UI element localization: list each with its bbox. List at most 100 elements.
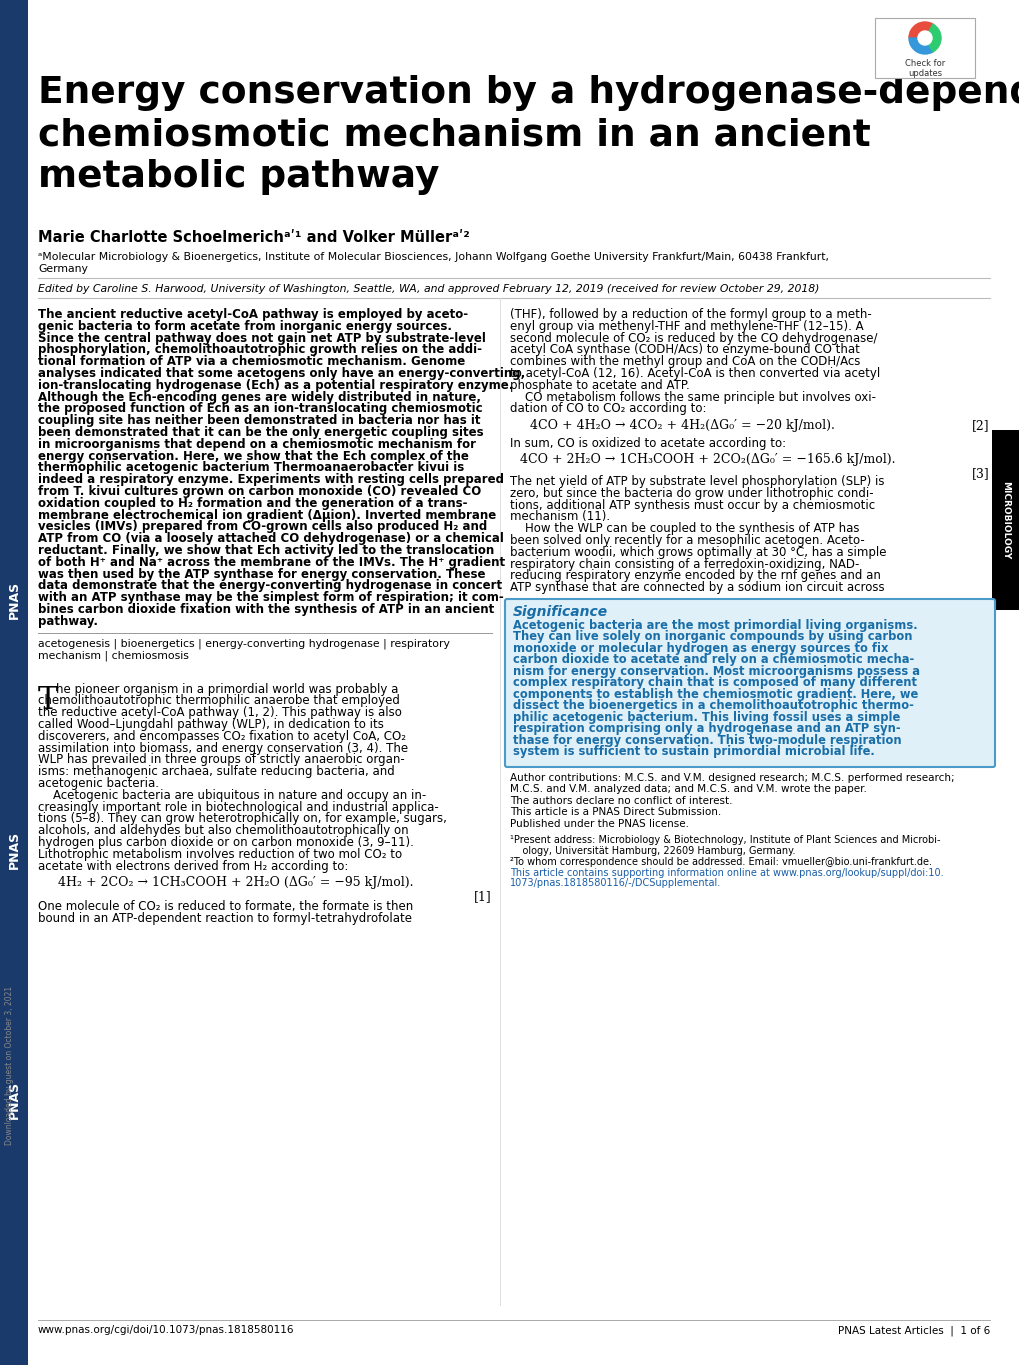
Text: thase for energy conservation. This two-module respiration: thase for energy conservation. This two-… xyxy=(513,734,901,747)
Text: vesicles (IMVs) prepared from CO-grown cells also produced H₂ and: vesicles (IMVs) prepared from CO-grown c… xyxy=(38,520,487,534)
Text: WLP has prevailed in three groups of strictly anaerobic organ-: WLP has prevailed in three groups of str… xyxy=(38,753,405,766)
Text: PNAS: PNAS xyxy=(7,581,20,620)
Text: In sum, CO is oxidized to acetate according to:: In sum, CO is oxidized to acetate accord… xyxy=(510,437,786,450)
Text: combines with the methyl group and CoA on the CODH/Acs: combines with the methyl group and CoA o… xyxy=(510,355,860,369)
Text: philic acetogenic bacterium. This living fossil uses a simple: philic acetogenic bacterium. This living… xyxy=(513,711,900,723)
Text: (THF), followed by a reduction of the formyl group to a meth-: (THF), followed by a reduction of the fo… xyxy=(510,308,871,321)
Text: tional formation of ATP via a chemiosmotic mechanism. Genome: tional formation of ATP via a chemiosmot… xyxy=(38,355,465,369)
Text: oxidation coupled to H₂ formation and the generation of a trans-: oxidation coupled to H₂ formation and th… xyxy=(38,497,467,509)
Text: zero, but since the bacteria do grow under lithotrophic condi-: zero, but since the bacteria do grow und… xyxy=(510,487,872,500)
Text: Significance: Significance xyxy=(513,605,607,618)
Text: dissect the bioenergetics in a chemolithoautotrophic thermo-: dissect the bioenergetics in a chemolith… xyxy=(513,699,913,713)
Text: 4CO + 2H₂O → 1CH₃COOH + 2CO₂(ΔG₀′ = −165.6 kJ/mol).: 4CO + 2H₂O → 1CH₃COOH + 2CO₂(ΔG₀′ = −165… xyxy=(520,453,895,465)
Text: acetogenesis | bioenergetics | energy-converting hydrogenase | respiratory: acetogenesis | bioenergetics | energy-co… xyxy=(38,639,449,650)
Text: bacterium woodii, which grows optimally at 30 °C, has a simple: bacterium woodii, which grows optimally … xyxy=(510,546,886,558)
Text: acetogenic bacteria.: acetogenic bacteria. xyxy=(38,777,159,790)
Text: isms: methanogenic archaea, sulfate reducing bacteria, and: isms: methanogenic archaea, sulfate redu… xyxy=(38,766,394,778)
Text: [1]: [1] xyxy=(474,890,491,904)
Text: Acetogenic bacteria are the most primordial living organisms.: Acetogenic bacteria are the most primord… xyxy=(513,618,917,632)
Wedge shape xyxy=(924,25,941,38)
Text: Energy conservation by a hydrogenase-dependent: Energy conservation by a hydrogenase-dep… xyxy=(38,75,1019,111)
Text: The ancient reductive acetyl-CoA pathway is employed by aceto-: The ancient reductive acetyl-CoA pathway… xyxy=(38,308,468,321)
Wedge shape xyxy=(924,38,941,52)
Text: genic bacteria to form acetate from inorganic energy sources.: genic bacteria to form acetate from inor… xyxy=(38,319,451,333)
Text: ᵃMolecular Microbiology & Bioenergetics, Institute of Molecular Biosciences, Joh: ᵃMolecular Microbiology & Bioenergetics,… xyxy=(38,253,828,262)
Text: reducing respiratory enzyme encoded by the rnf genes and an: reducing respiratory enzyme encoded by t… xyxy=(510,569,880,583)
Text: second molecule of CO₂ is reduced by the CO dehydrogenase/: second molecule of CO₂ is reduced by the… xyxy=(510,332,876,344)
Text: from T. kivui cultures grown on carbon monoxide (CO) revealed CO: from T. kivui cultures grown on carbon m… xyxy=(38,485,481,498)
Text: respiratory chain consisting of a ferredoxin-oxidizing, NAD-: respiratory chain consisting of a ferred… xyxy=(510,557,859,571)
Text: ology, Universität Hamburg, 22609 Hamburg, Germany.: ology, Universität Hamburg, 22609 Hambur… xyxy=(510,846,795,856)
Text: phosphate to acetate and ATP.: phosphate to acetate and ATP. xyxy=(510,379,689,392)
Text: This article is a PNAS Direct Submission.: This article is a PNAS Direct Submission… xyxy=(510,808,720,818)
Text: ATP from CO (via a loosely attached CO dehydrogenase) or a chemical: ATP from CO (via a loosely attached CO d… xyxy=(38,532,503,545)
Text: [3]: [3] xyxy=(971,467,989,480)
Text: in microorganisms that depend on a chemiosmotic mechanism for: in microorganisms that depend on a chemi… xyxy=(38,438,476,450)
Text: respiration comprising only a hydrogenase and an ATP syn-: respiration comprising only a hydrogenas… xyxy=(513,722,900,736)
Text: membrane electrochemical ion gradient (Δμion). Inverted membrane: membrane electrochemical ion gradient (Δ… xyxy=(38,509,496,521)
Wedge shape xyxy=(908,22,932,38)
Text: acetate with electrons derived from H₂ according to:: acetate with electrons derived from H₂ a… xyxy=(38,860,348,872)
Text: coupling site has neither been demonstrated in bacteria nor has it: coupling site has neither been demonstra… xyxy=(38,414,480,427)
Text: How the WLP can be coupled to the synthesis of ATP has: How the WLP can be coupled to the synthe… xyxy=(510,523,859,535)
Text: discoverers, and encompasses CO₂ fixation to acetyl CoA, CO₂: discoverers, and encompasses CO₂ fixatio… xyxy=(38,730,406,743)
Text: hydrogen plus carbon dioxide or on carbon monoxide (3, 9–11).: hydrogen plus carbon dioxide or on carbo… xyxy=(38,835,414,849)
Text: data demonstrate that the energy-converting hydrogenase in concert: data demonstrate that the energy-convert… xyxy=(38,579,501,592)
Text: of both H⁺ and Na⁺ across the membrane of the IMVs. The H⁺ gradient: of both H⁺ and Na⁺ across the membrane o… xyxy=(38,556,504,569)
Text: PNAS: PNAS xyxy=(7,1081,20,1119)
Text: monoxide or molecular hydrogen as energy sources to fix: monoxide or molecular hydrogen as energy… xyxy=(513,642,888,655)
Text: analyses indicated that some acetogens only have an energy-converting,: analyses indicated that some acetogens o… xyxy=(38,367,525,379)
Text: reductant. Finally, we show that Ech activity led to the translocation: reductant. Finally, we show that Ech act… xyxy=(38,545,494,557)
Text: assimilation into biomass, and energy conservation (3, 4). The: assimilation into biomass, and energy co… xyxy=(38,741,408,755)
Text: ²To whom correspondence should be addressed. Email: vmueller@bio.uni-frankfurt.d: ²To whom correspondence should be addres… xyxy=(510,857,931,868)
Text: Edited by Caroline S. Harwood, University of Washington, Seattle, WA, and approv: Edited by Caroline S. Harwood, Universit… xyxy=(38,284,818,293)
Text: 1073/pnas.1818580116/-/DCSupplemental.: 1073/pnas.1818580116/-/DCSupplemental. xyxy=(510,879,720,889)
Text: 4CO + 4H₂O → 4CO₂ + 4H₂(ΔG₀′ = −20 kJ/mol).: 4CO + 4H₂O → 4CO₂ + 4H₂(ΔG₀′ = −20 kJ/mo… xyxy=(530,419,835,433)
Text: chemiosmotic mechanism in an ancient: chemiosmotic mechanism in an ancient xyxy=(38,117,870,153)
Text: alcohols, and aldehydes but also chemolithoautotrophically on: alcohols, and aldehydes but also chemoli… xyxy=(38,824,409,837)
Text: PNAS: PNAS xyxy=(7,831,20,870)
Bar xyxy=(874,18,974,78)
Text: been demonstrated that it can be the only energetic coupling sites: been demonstrated that it can be the onl… xyxy=(38,426,483,440)
Text: Since the central pathway does not gain net ATP by substrate-level: Since the central pathway does not gain … xyxy=(38,332,485,344)
Text: mechanism | chemiosmosis: mechanism | chemiosmosis xyxy=(38,651,189,661)
Text: mechanism (11).: mechanism (11). xyxy=(510,511,609,523)
Text: Published under the PNAS license.: Published under the PNAS license. xyxy=(510,819,688,829)
Text: nism for energy conservation. Most microorganisms possess a: nism for energy conservation. Most micro… xyxy=(513,665,919,678)
Text: MICROBIOLOGY: MICROBIOLOGY xyxy=(1001,480,1010,560)
Text: The net yield of ATP by substrate level phosphorylation (SLP) is: The net yield of ATP by substrate level … xyxy=(510,475,883,489)
Text: components to establish the chemiosmotic gradient. Here, we: components to establish the chemiosmotic… xyxy=(513,688,917,702)
Text: carbon dioxide to acetate and rely on a chemiosmotic mecha-: carbon dioxide to acetate and rely on a … xyxy=(513,654,913,666)
FancyBboxPatch shape xyxy=(504,599,994,767)
Text: Acetogenic bacteria are ubiquitous in nature and occupy an in-: Acetogenic bacteria are ubiquitous in na… xyxy=(38,789,426,801)
Text: Author contributions: M.C.S. and V.M. designed research; M.C.S. performed resear: Author contributions: M.C.S. and V.M. de… xyxy=(510,773,954,784)
Text: the proposed function of Ech as an ion-translocating chemiosmotic: the proposed function of Ech as an ion-t… xyxy=(38,403,482,415)
Text: he pioneer organism in a primordial world was probably a: he pioneer organism in a primordial worl… xyxy=(56,682,398,696)
Text: creasingly important role in biotechnological and industrial applica-: creasingly important role in biotechnolo… xyxy=(38,801,438,814)
Text: with an ATP synthase may be the simplest form of respiration; it com-: with an ATP synthase may be the simplest… xyxy=(38,591,503,605)
Text: chemolithoautotrophic thermophilic anaerobe that employed: chemolithoautotrophic thermophilic anaer… xyxy=(38,695,399,707)
Text: ¹Present address: Microbiology & Biotechnology, Institute of Plant Sciences and : ¹Present address: Microbiology & Biotech… xyxy=(510,835,940,845)
Text: PNAS Latest Articles  |  1 of 6: PNAS Latest Articles | 1 of 6 xyxy=(837,1325,989,1335)
Text: The authors declare no conflict of interest.: The authors declare no conflict of inter… xyxy=(510,796,732,805)
Text: enyl group via methenyl-THF and methylene-THF (12–15). A: enyl group via methenyl-THF and methylen… xyxy=(510,319,863,333)
Text: tions (5–8). They can grow heterotrophically on, for example, sugars,: tions (5–8). They can grow heterotrophic… xyxy=(38,812,446,826)
Text: phosphorylation, chemolithoautotrophic growth relies on the addi-: phosphorylation, chemolithoautotrophic g… xyxy=(38,344,482,356)
Text: This article contains supporting information online at www.pnas.org/lookup/suppl: This article contains supporting informa… xyxy=(510,868,943,879)
Text: to acetyl-CoA (12, 16). Acetyl-CoA is then converted via acetyl: to acetyl-CoA (12, 16). Acetyl-CoA is th… xyxy=(510,367,879,379)
Text: the reductive acetyl-CoA pathway (1, 2). This pathway is also: the reductive acetyl-CoA pathway (1, 2).… xyxy=(38,706,401,719)
Text: complex respiratory chain that is composed of many different: complex respiratory chain that is compos… xyxy=(513,677,916,689)
Text: Downloaded by guest on October 3, 2021: Downloaded by guest on October 3, 2021 xyxy=(5,986,14,1145)
Text: acetyl CoA synthase (CODH/Acs) to enzyme-bound CO that: acetyl CoA synthase (CODH/Acs) to enzyme… xyxy=(510,344,859,356)
Text: pathway.: pathway. xyxy=(38,614,98,628)
Text: ATP synthase that are connected by a sodium ion circuit across: ATP synthase that are connected by a sod… xyxy=(510,581,883,594)
Text: Lithotrophic metabolism involves reduction of two mol CO₂ to: Lithotrophic metabolism involves reducti… xyxy=(38,848,401,861)
Text: They can live solely on inorganic compounds by using carbon: They can live solely on inorganic compou… xyxy=(513,631,912,643)
Text: indeed a respiratory enzyme. Experiments with resting cells prepared: indeed a respiratory enzyme. Experiments… xyxy=(38,474,503,486)
Text: CO metabolism follows the same principle but involves oxi-: CO metabolism follows the same principle… xyxy=(510,390,875,404)
Bar xyxy=(0,0,28,1365)
Text: ion-translocating hydrogenase (Ech) as a potential respiratory enzyme.: ion-translocating hydrogenase (Ech) as a… xyxy=(38,379,513,392)
Wedge shape xyxy=(908,38,932,55)
Text: Germany: Germany xyxy=(38,263,88,274)
Text: M.C.S. and V.M. analyzed data; and M.C.S. and V.M. wrote the paper.: M.C.S. and V.M. analyzed data; and M.C.S… xyxy=(510,785,866,794)
